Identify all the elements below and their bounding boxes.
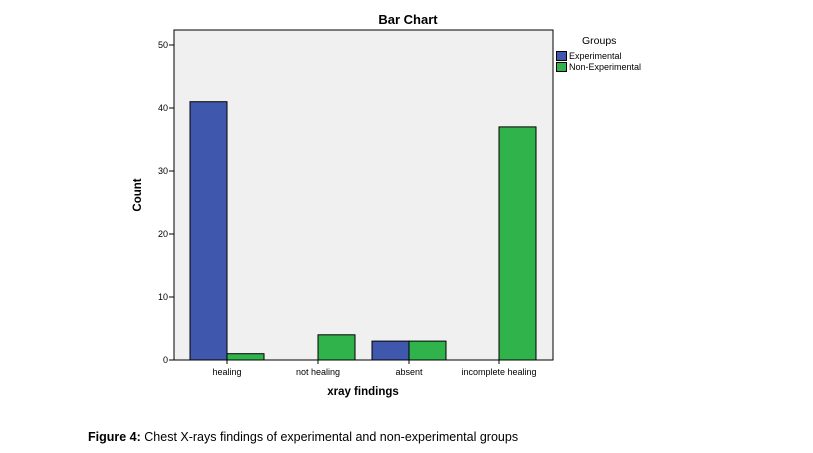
y-tick-label: 20	[158, 229, 168, 239]
y-tick-label: 50	[158, 40, 168, 50]
bars-group	[189, 101, 537, 361]
bar-not-healing-non-experimental	[317, 334, 356, 361]
y-tick-label: 10	[158, 292, 168, 302]
bar-absent-experimental	[371, 340, 410, 361]
figure-caption: Figure 4: Chest X-rays findings of exper…	[88, 430, 518, 444]
x-tick-label: not healing	[296, 367, 340, 377]
bar-chart: Bar Chart 0 10 20 30 40 50 healing not healing…	[132, 12, 554, 398]
x-tick-label: incomplete healing	[461, 367, 536, 377]
y-axis-label: Count	[132, 178, 144, 211]
legend-title: Groups	[582, 35, 617, 47]
legend-swatch-non-experimental	[556, 61, 567, 72]
bar-healing-non-experimental	[226, 353, 265, 361]
x-axis-label: xray findings	[327, 386, 399, 398]
legend-item-non-experimental: Non-Experimental	[556, 61, 641, 72]
legend-swatch-experimental	[556, 50, 567, 61]
chart-title: Bar Chart	[378, 12, 438, 27]
caption-text: Chest X-rays findings of experimental an…	[140, 430, 519, 444]
y-tick-label: 0	[163, 355, 168, 365]
plot-area	[173, 29, 554, 361]
y-axis: 0 10 20 30 40 50	[158, 40, 174, 365]
legend-label-non-experimental: Non-Experimental	[569, 61, 642, 72]
legend-label-experimental: Experimental	[569, 50, 622, 61]
legend: Groups Experimental Non-Experimental	[556, 35, 641, 72]
y-tick-label: 30	[158, 166, 168, 176]
bar-incomplete-healing-non-experimental	[498, 126, 537, 361]
y-tick-label: 40	[158, 103, 168, 113]
bar-healing-experimental	[189, 101, 228, 361]
legend-item-experimental: Experimental	[556, 50, 641, 61]
x-tick-label: absent	[395, 367, 423, 377]
x-tick-label: healing	[212, 367, 241, 377]
x-axis: healing not healing absent incomplete heali…	[212, 360, 537, 377]
bar-absent-non-experimental	[408, 340, 447, 361]
caption-label: Figure 4:	[88, 430, 141, 444]
